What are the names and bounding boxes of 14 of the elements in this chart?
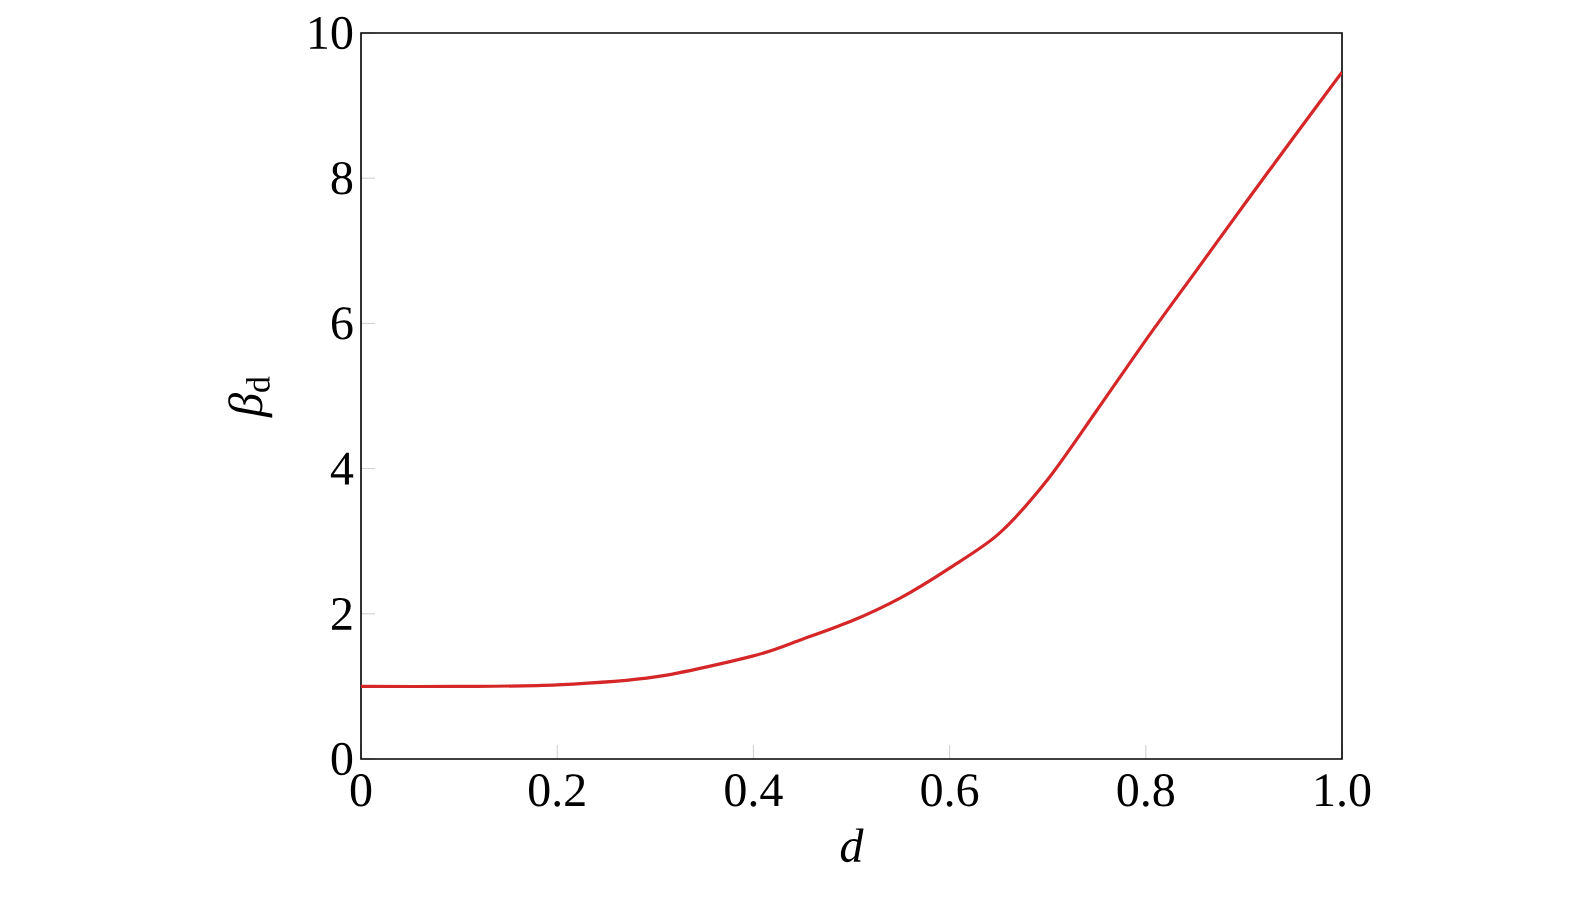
- x-tick-label: 0.6: [921, 774, 979, 807]
- line-series: [361, 70, 1342, 689]
- y-tick-label: 4: [330, 452, 354, 485]
- y-tick-label: 2: [332, 597, 352, 630]
- y-axis-title: β$_{d}$: [228, 376, 273, 418]
- x-tick-label: 0.8: [1117, 774, 1174, 807]
- y-tick-label: 10: [310, 16, 353, 50]
- x-tick-label: 0.2: [529, 774, 585, 807]
- y-tick-label: 8: [331, 161, 353, 195]
- x-axis-title: d: [840, 828, 864, 863]
- y-tick-label: 6: [332, 307, 353, 340]
- y-tick-label: 0: [331, 742, 353, 776]
- x-tick-label: 0.4: [725, 774, 783, 807]
- x-tick-label: 1.0: [1316, 774, 1371, 807]
